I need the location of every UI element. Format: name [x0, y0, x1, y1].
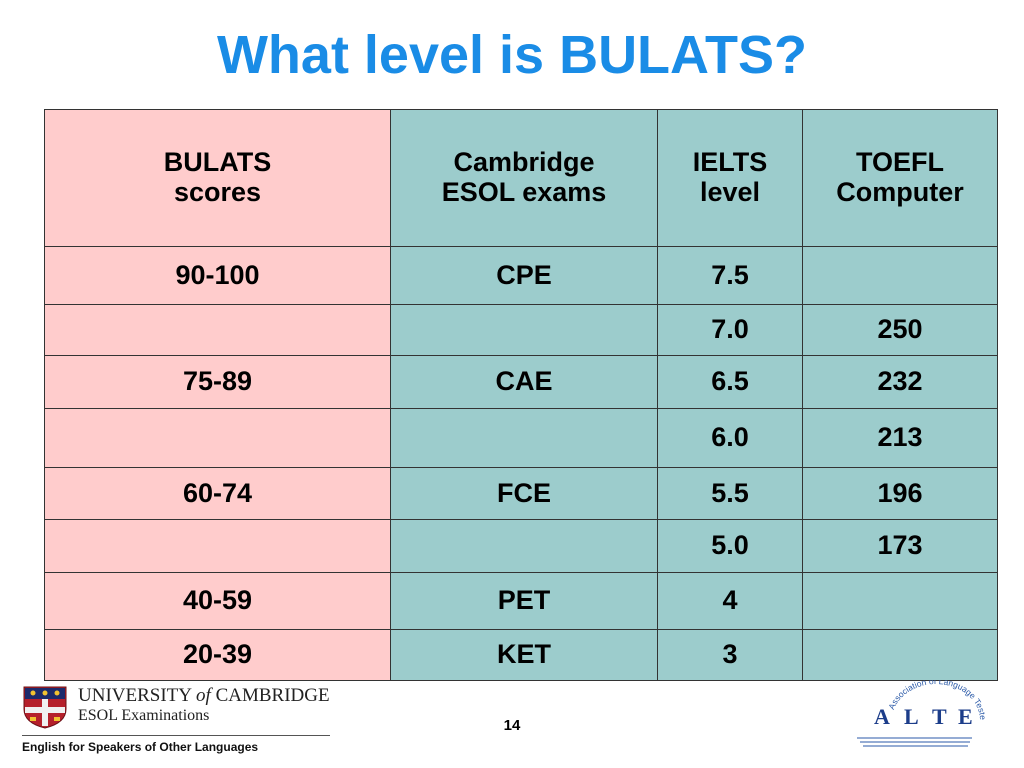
cell-ielts: 7.0 [657, 304, 803, 356]
esol-examinations-label: ESOL Examinations [78, 707, 210, 724]
alte-letter-t: T [932, 704, 947, 729]
cell-bulats: 60-74 [44, 467, 391, 520]
table-row: 5.0 173 [44, 519, 998, 573]
footer-divider [22, 735, 330, 736]
cell-bulats [44, 304, 391, 356]
cell-bulats: 75-89 [44, 355, 391, 409]
cell-cambridge [390, 408, 658, 468]
cell-ielts: 5.5 [657, 467, 803, 520]
cell-cambridge: KET [390, 629, 658, 681]
header-cambridge-esol-exams: Cambridge ESOL exams [390, 109, 658, 247]
cell-cambridge: CPE [390, 246, 658, 305]
cell-toefl: 213 [802, 408, 998, 468]
bulats-level-table: BULATS scores Cambridge ESOL exams IELTS… [44, 109, 998, 681]
alte-letter-a: A [874, 704, 890, 729]
alte-logo: Association of Language Testers in Europ… [852, 680, 988, 747]
table-row: 20-39 KET 3 [44, 629, 998, 681]
university-name: UNIVERSITY of CAMBRIDGE [78, 685, 330, 706]
alte-letter-e: E [958, 704, 973, 729]
cell-cambridge: PET [390, 572, 658, 630]
table-row: 75-89 CAE 6.5 232 [44, 355, 998, 409]
cell-bulats [44, 519, 391, 573]
cell-toefl: 250 [802, 304, 998, 356]
cell-ielts: 4 [657, 572, 803, 630]
cell-toefl: 196 [802, 467, 998, 520]
header-ielts-level: IELTS level [657, 109, 803, 247]
header-bulats-scores: BULATS scores [44, 109, 391, 247]
cell-ielts: 3 [657, 629, 803, 681]
alte-stripes-icon [857, 737, 972, 747]
cell-cambridge [390, 304, 658, 356]
alte-letter-l: L [904, 704, 919, 729]
cell-bulats: 90-100 [44, 246, 391, 305]
table-row: 60-74 FCE 5.5 196 [44, 467, 998, 520]
cell-toefl: 173 [802, 519, 998, 573]
table-row: 90-100 CPE 7.5 [44, 246, 998, 305]
table-row: 7.0 250 [44, 304, 998, 356]
cell-ielts: 7.5 [657, 246, 803, 305]
page-title: What level is BULATS? [216, 25, 808, 85]
esol-tagline: English for Speakers of Other Languages [22, 740, 259, 754]
cell-bulats: 20-39 [44, 629, 391, 681]
table-header-row: BULATS scores Cambridge ESOL exams IELTS… [44, 109, 998, 247]
cell-ielts: 6.5 [657, 355, 803, 409]
cell-cambridge: FCE [390, 467, 658, 520]
cambridge-crest-icon [23, 686, 67, 729]
header-toefl-computer: TOEFL Computer [802, 109, 998, 247]
cell-toefl [802, 629, 998, 681]
cell-bulats: 40-59 [44, 572, 391, 630]
cell-cambridge [390, 519, 658, 573]
cell-toefl [802, 246, 998, 305]
table-row: 6.0 213 [44, 408, 998, 468]
cell-ielts: 5.0 [657, 519, 803, 573]
cell-bulats [44, 408, 391, 468]
cell-ielts: 6.0 [657, 408, 803, 468]
table-row: 40-59 PET 4 [44, 572, 998, 630]
page-number: 14 [503, 717, 521, 734]
cell-toefl [802, 572, 998, 630]
cell-cambridge: CAE [390, 355, 658, 409]
cell-toefl: 232 [802, 355, 998, 409]
